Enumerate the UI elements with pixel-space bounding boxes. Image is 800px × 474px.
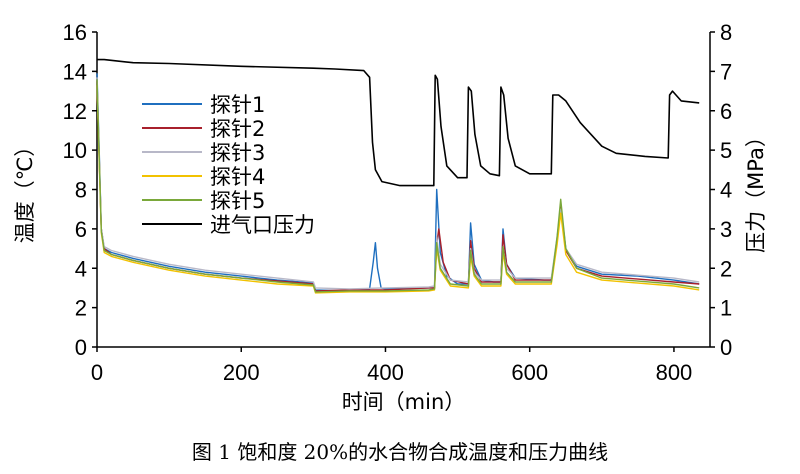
y-left-tick-label: 14: [63, 59, 87, 84]
series-line-1: [96, 73, 700, 292]
y-right-axis-label: 压力（MPa）: [744, 126, 768, 253]
y-right-tick-label: 7: [720, 59, 732, 84]
x-tick-label: 600: [511, 360, 548, 385]
x-tick-label: 200: [223, 360, 260, 385]
y-right-tick-label: 2: [720, 256, 732, 281]
x-tick-label: 0: [91, 360, 103, 385]
y-right-tick-label: 3: [720, 217, 732, 242]
legend-label-3: 探针3: [210, 141, 265, 165]
legend-label-2: 探针2: [210, 117, 265, 141]
y-left-tick-label: 4: [75, 256, 87, 281]
series-line-3: [96, 77, 700, 290]
x-tick-label: 400: [367, 360, 404, 385]
y-right-tick-label: 8: [720, 20, 732, 45]
series-line-6: [97, 58, 700, 187]
x-tick-label: 800: [656, 360, 693, 385]
y-left-tick-label: 8: [75, 178, 87, 203]
y-left-tick-label: 10: [63, 138, 87, 163]
legend-label-5: 探针5: [210, 189, 265, 213]
y-right-tick-label: 4: [720, 178, 732, 203]
series-line-5: [96, 79, 700, 293]
y-left-tick-label: 16: [63, 20, 87, 45]
figure-caption: 图 1 饱和度 20%的水合物合成温度和压力曲线: [191, 440, 609, 464]
legend-label-1: 探针1: [210, 93, 265, 117]
x-axis-label: 时间（min）: [342, 390, 466, 414]
y-right-tick-label: 1: [720, 296, 732, 321]
y-right-tick-label: 5: [720, 138, 732, 163]
y-right-tick-label: 6: [720, 99, 732, 124]
series-line-4: [96, 85, 700, 294]
y-left-tick-label: 6: [75, 217, 87, 242]
y-left-tick-label: 2: [75, 296, 87, 321]
legend-label-6: 进气口压力: [210, 213, 315, 237]
y-left-tick-label: 12: [63, 99, 87, 124]
series-line-2: [96, 81, 700, 292]
y-left-axis-label: 温度（℃）: [13, 136, 37, 244]
y-left-tick-label: 0: [75, 335, 87, 360]
legend-label-4: 探针4: [210, 165, 265, 189]
y-right-tick-label: 0: [720, 335, 732, 360]
